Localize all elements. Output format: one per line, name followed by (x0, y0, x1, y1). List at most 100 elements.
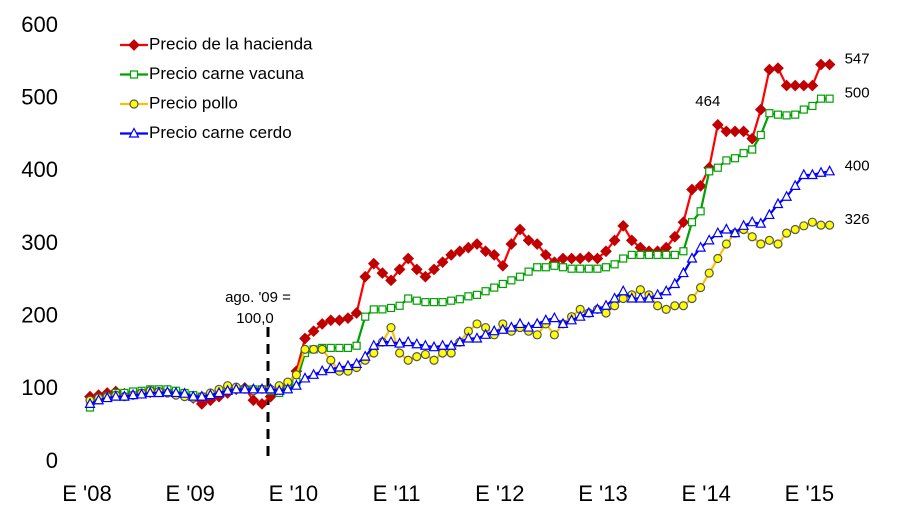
data-point (574, 252, 587, 265)
data-point (782, 111, 791, 120)
data-point (746, 215, 758, 227)
y-tick-label: 0 (46, 448, 58, 473)
data-point (565, 252, 578, 265)
legend-label: Precio pollo (149, 93, 238, 112)
data-point (333, 314, 346, 327)
data-point (798, 168, 810, 180)
data-point (720, 223, 732, 234)
data-point (591, 252, 604, 265)
legend-marker (129, 99, 139, 109)
y-tick-label: 600 (21, 12, 58, 37)
data-label: 400 (845, 157, 870, 174)
data-point (436, 256, 449, 269)
data-point (247, 394, 260, 407)
data-point (541, 263, 550, 272)
data-point (756, 130, 765, 140)
data-point (488, 324, 500, 336)
data-point (291, 370, 301, 380)
data-point (772, 197, 784, 209)
data-point (539, 249, 552, 261)
data-point (325, 362, 337, 374)
data-point (230, 383, 242, 394)
data-point (204, 388, 216, 400)
data-point (662, 250, 671, 259)
data-point (472, 319, 482, 329)
data-point (574, 310, 586, 321)
data-point (247, 383, 259, 394)
data-point (799, 221, 809, 231)
data-point (531, 317, 543, 329)
data-point (429, 298, 439, 307)
data-point (738, 219, 750, 230)
data-point (395, 301, 404, 310)
data-point (282, 383, 294, 394)
data-point (756, 239, 766, 249)
y-tick-label: 500 (21, 84, 58, 109)
series-line (89, 170, 830, 405)
data-point (591, 303, 603, 314)
data-point (748, 145, 757, 154)
data-point (582, 251, 595, 263)
data-point (144, 386, 156, 398)
data-point (627, 250, 636, 259)
data-point (806, 168, 818, 180)
data-point (722, 156, 731, 165)
data-point (402, 335, 414, 347)
data-point (533, 263, 542, 272)
data-point (765, 109, 774, 118)
data-point (705, 167, 714, 176)
data-point (781, 190, 793, 201)
data-point (412, 352, 422, 362)
data-point (368, 339, 380, 350)
data-point (601, 308, 611, 318)
data-point (471, 238, 483, 250)
data-point (711, 118, 724, 131)
data-point (307, 325, 320, 338)
annotation: 100,0 (236, 310, 274, 327)
legend-marker (129, 70, 139, 79)
data-point (703, 234, 715, 245)
data-point (196, 390, 208, 401)
data-point (739, 149, 748, 158)
data-point (763, 208, 775, 220)
data-point (359, 350, 371, 361)
data-point (428, 340, 440, 352)
data-point (618, 293, 628, 304)
data-point (361, 312, 370, 321)
data-point (367, 257, 380, 270)
data-point (807, 217, 818, 227)
data-point (609, 301, 620, 311)
data-point (764, 235, 775, 245)
data-point (669, 277, 681, 289)
data-point (195, 398, 208, 410)
data-point (636, 250, 645, 259)
data-point (256, 383, 268, 394)
data-point (583, 306, 595, 318)
data-point (352, 341, 361, 350)
data-point (737, 125, 750, 138)
data-point (445, 249, 458, 261)
data-point (110, 390, 122, 401)
data-point (532, 330, 542, 340)
data-point (755, 217, 767, 228)
data-point (335, 343, 344, 353)
data-point (308, 368, 320, 379)
data-point (300, 344, 310, 354)
data-point (825, 94, 834, 103)
data-point (695, 283, 706, 293)
data-point (677, 266, 689, 278)
data-label: 326 (845, 211, 870, 228)
data-point (576, 264, 585, 273)
data-point (453, 245, 466, 258)
data-point (687, 293, 697, 304)
data-point (93, 393, 105, 405)
data-point (643, 292, 655, 303)
data-label: 547 (845, 50, 870, 67)
data-point (746, 132, 759, 145)
data-point (446, 348, 456, 358)
data-point (402, 252, 415, 265)
y-tick-label: 400 (21, 157, 58, 182)
data-point (386, 303, 396, 313)
data-point (815, 58, 827, 71)
